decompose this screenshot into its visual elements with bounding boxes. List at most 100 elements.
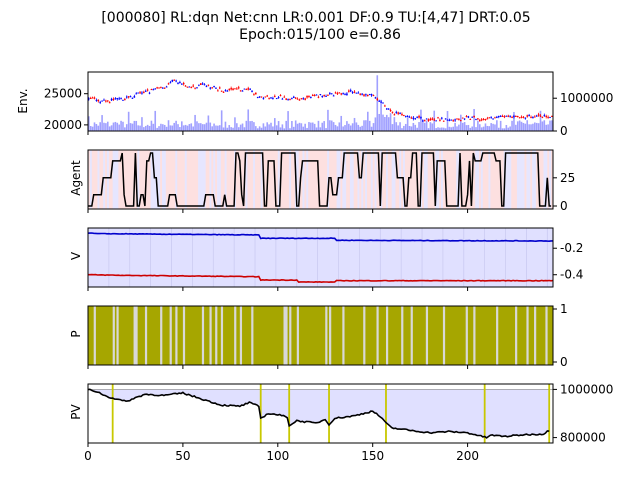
candle-body	[359, 93, 362, 95]
volume-bar	[499, 120, 502, 131]
volume-bar	[106, 121, 109, 131]
volume-bar	[317, 120, 320, 131]
candle-body	[530, 116, 532, 118]
candle-body	[329, 92, 331, 94]
candle-body	[382, 102, 384, 104]
volume-bar	[486, 125, 489, 131]
agent-bg-stripe	[203, 150, 206, 209]
volume-bar	[203, 124, 206, 131]
volume-bar	[342, 126, 344, 131]
volume-bar	[507, 127, 510, 131]
candle-body	[226, 90, 229, 92]
volume-bar	[401, 128, 403, 131]
agent-bg-stripe	[256, 150, 260, 209]
agent-bg-stripe	[319, 150, 322, 209]
agent-ytick-label: 25	[560, 171, 575, 185]
agent-bg-stripe	[245, 150, 248, 209]
volume-bar	[275, 125, 278, 131]
p-gap	[201, 306, 205, 365]
volume-bar	[154, 110, 157, 131]
p-gap	[160, 306, 163, 365]
candle-body	[477, 118, 479, 120]
volume-bar	[357, 124, 360, 131]
agent-bg-stripe	[501, 150, 504, 209]
agent-bg-stripe	[515, 150, 518, 209]
candle-body	[518, 117, 521, 119]
agent-bg-stripe	[251, 150, 254, 209]
candle-body	[173, 79, 176, 81]
volume-bar	[150, 120, 153, 131]
agent-bg-stripe	[120, 150, 123, 209]
agent-bg-stripe	[158, 150, 161, 209]
volume-bar	[101, 115, 103, 131]
agent-bg-stripe	[412, 150, 415, 209]
candle-body	[399, 112, 401, 114]
volume-bar	[285, 120, 287, 131]
candle-body	[291, 97, 293, 99]
agent-bg-stripe	[367, 150, 370, 209]
candle-body	[106, 100, 109, 102]
volume-bar	[467, 124, 470, 131]
volume-bar	[551, 120, 553, 131]
agent-bg-stripe	[361, 150, 364, 209]
agent-bg-stripe	[423, 150, 427, 209]
volume-bar	[274, 118, 276, 131]
volume-bar	[372, 123, 375, 131]
candle-body	[224, 90, 227, 92]
candle-body	[198, 84, 200, 86]
candle-body	[179, 82, 181, 84]
volume-bar	[370, 126, 373, 131]
agent-bg-stripe	[125, 150, 129, 209]
agent-bg-stripe	[340, 150, 343, 209]
p-gap	[289, 306, 292, 365]
agent-bg-stripe	[165, 150, 169, 209]
volume-bar	[537, 123, 540, 131]
candle-body	[348, 90, 350, 92]
volume-bar	[395, 122, 398, 131]
volume-bar	[389, 113, 392, 131]
agent-bg-stripe	[349, 150, 353, 209]
agent-bg-stripe	[217, 150, 220, 209]
agent-bg-stripe	[95, 150, 98, 209]
agent-bg-stripe	[105, 150, 108, 209]
candle-body	[218, 87, 221, 89]
volume-bar	[103, 122, 105, 131]
volume-bar	[448, 126, 451, 131]
agent-bg-stripe	[408, 150, 411, 209]
candle-body	[255, 92, 257, 95]
volume-bar	[93, 122, 96, 131]
volume-bar	[420, 109, 422, 131]
candle-body	[177, 82, 179, 84]
volume-bar	[374, 117, 377, 131]
candle-body	[188, 86, 191, 88]
agent-bg-stripe	[236, 150, 239, 209]
candle-body	[211, 87, 213, 89]
candle-body	[146, 89, 149, 91]
candle-body	[287, 99, 289, 101]
candle-body	[228, 88, 231, 90]
volume-bar	[99, 122, 101, 131]
env-ytick-label: 25000	[44, 87, 82, 101]
candle-body	[122, 99, 124, 101]
volume-bar	[237, 127, 240, 131]
volume-bar	[321, 122, 324, 131]
agent-bg-stripe	[160, 150, 163, 209]
agent-bg-stripe	[188, 150, 191, 209]
candle-body	[274, 95, 276, 97]
candle-body	[105, 100, 107, 102]
volume-bar	[513, 111, 515, 131]
candle-body	[463, 118, 466, 120]
volume-bar	[209, 122, 212, 131]
env-ytick-right-label: 1000000	[560, 91, 613, 105]
candle-body	[503, 116, 506, 118]
volume-bar	[367, 111, 369, 131]
agent-bg-stripe	[258, 150, 262, 209]
candle-body	[435, 120, 437, 122]
agent-bg-stripe	[281, 150, 284, 209]
candle-body	[334, 92, 337, 94]
agent-bg-stripe	[342, 150, 345, 209]
volume-bar	[97, 125, 100, 131]
agent-bg-stripe	[218, 150, 222, 209]
agent-frame	[87, 149, 554, 210]
